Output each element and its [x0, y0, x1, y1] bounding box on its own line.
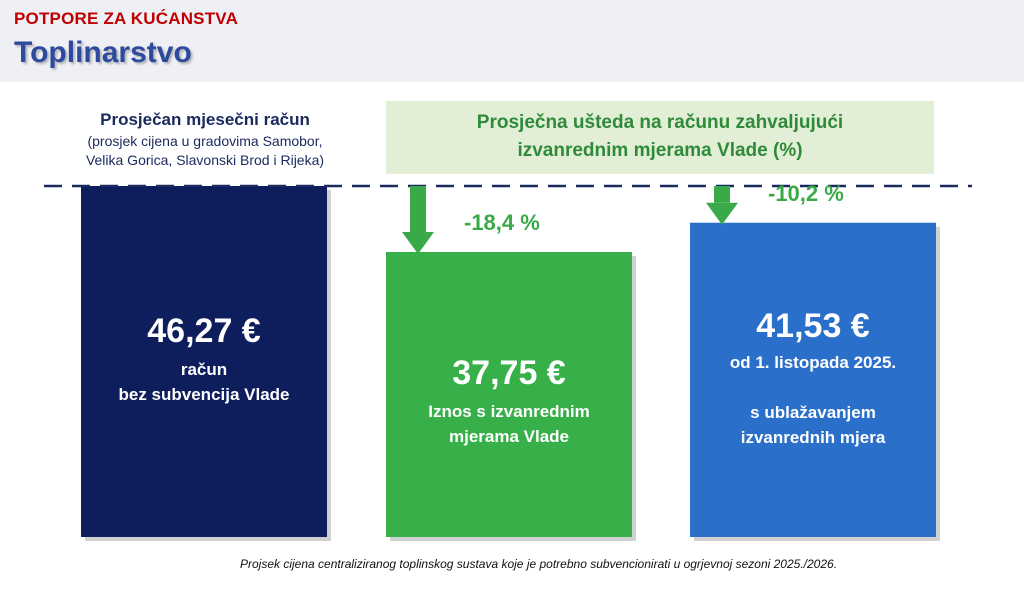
- down-arrow-icon: [706, 186, 738, 225]
- bar-3-description: od 1. listopada 2025. s ublažavanjem izv…: [729, 352, 897, 447]
- bars-layer: [81, 186, 940, 541]
- bar-2-change-label: -18,4 %: [464, 210, 540, 235]
- footnote: Projsek cijena centraliziranog toplinsko…: [240, 557, 838, 571]
- savings-caption-text: Prosječna ušteda na računu zahvaljujući …: [476, 112, 844, 161]
- bar-3-label: 41,53 € od 1. listopada 2025. s ublažavan…: [690, 307, 936, 450]
- bar-2-amount: 37,75 €: [452, 354, 566, 392]
- average-bill-subtitle: (prosjek cijena u gradovima Samobor, Vel…: [85, 133, 325, 168]
- bar-3-change-label: -10,2 %: [768, 180, 844, 206]
- bar-2: [386, 252, 632, 537]
- header-band: POTPORE ZA KUĆANSTVA Toplinarstvo: [0, 0, 1024, 82]
- category-label: POTPORE ZA KUĆANSTVA: [14, 9, 239, 28]
- bar-1: [81, 186, 327, 537]
- average-bill-caption: Prosječan mjesečni račun (prosjek cijena…: [60, 110, 350, 170]
- bar-1-amount: 46,27 €: [147, 312, 261, 350]
- average-bill-title: Prosječan mjesečni račun: [100, 110, 310, 129]
- bar-1-description: račun bez subvencija Vlade: [118, 360, 290, 404]
- bar-3-amount: 41,53 €: [756, 306, 870, 345]
- bar-1-label: 46,27 € račun bez subvencija Vlade: [81, 312, 327, 407]
- page-title: Toplinarstvo: [14, 36, 192, 69]
- down-arrow-icon: [402, 186, 434, 254]
- savings-caption-box: Prosječna ušteda na računu zahvaljujući …: [386, 101, 934, 174]
- bar-2-label: 37,75 € Iznos s izvanrednim mjerama Vlade: [386, 354, 632, 449]
- bar-3: [690, 222, 936, 537]
- bar-2-description: Iznos s izvanrednim mjerama Vlade: [428, 402, 590, 446]
- arrows-layer: [402, 186, 738, 254]
